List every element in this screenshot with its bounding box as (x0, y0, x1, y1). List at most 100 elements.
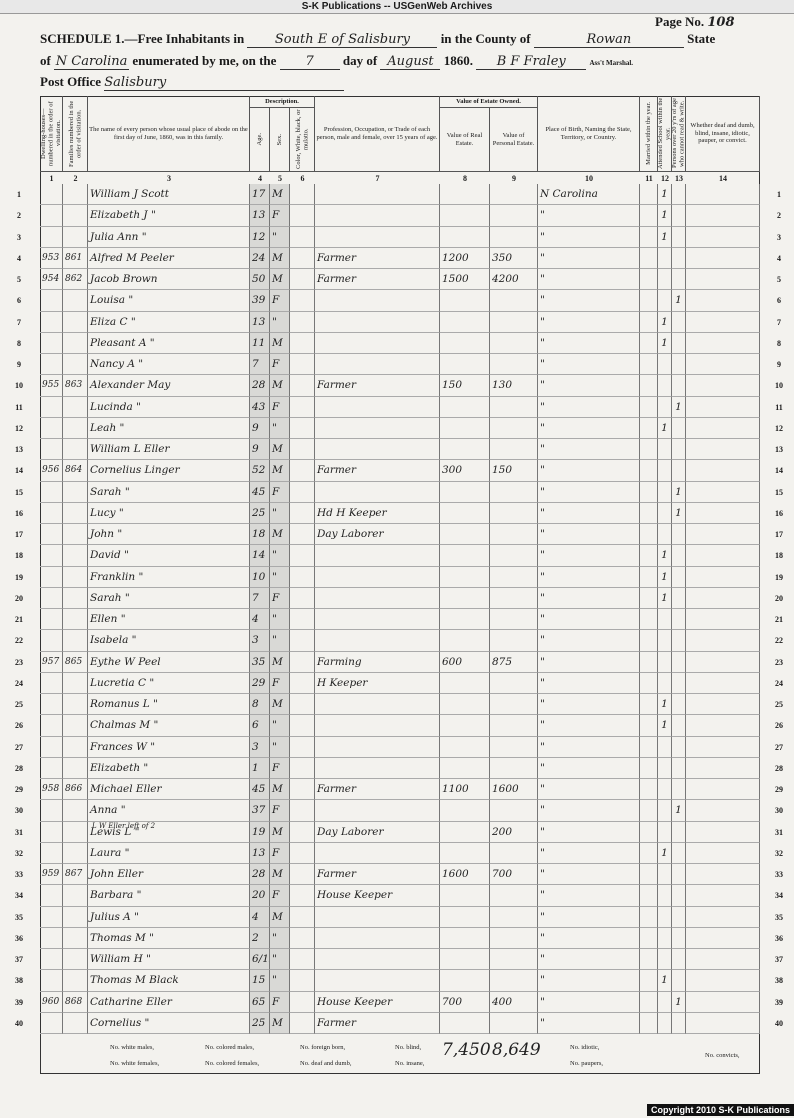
cell-age: 35 (250, 651, 270, 673)
cell-occupation (315, 630, 440, 652)
cell-sex: M (270, 864, 290, 886)
cell-family (63, 290, 88, 312)
cell-family: 863 (63, 375, 88, 397)
column-header: Age. (250, 108, 270, 172)
footer-label: No. deaf and dumb, (300, 1060, 352, 1067)
cell-sex: " (270, 545, 290, 567)
cell-sex: M (270, 332, 290, 354)
cell-name: Pleasant A " (88, 332, 250, 354)
line-number: 31 (775, 827, 783, 837)
cell-sex: " (270, 736, 290, 758)
cell-family (63, 417, 88, 439)
cell-real-estate: 1500 (440, 269, 490, 291)
cell-real-estate (440, 184, 490, 206)
page-value: 108 (707, 15, 735, 30)
cell-real-estate (440, 906, 490, 928)
cell-dwelling (40, 184, 63, 206)
cell-real-estate (440, 226, 490, 248)
cell-name: Thomas M Black (88, 970, 250, 992)
cell-illiterate (672, 184, 686, 206)
cell-color (290, 269, 315, 291)
column-label: Age. (255, 133, 263, 146)
footer-label: No. insane, (395, 1060, 425, 1067)
cell-married (640, 779, 658, 801)
cell-illiterate (672, 524, 686, 546)
cell-occupation (315, 354, 440, 376)
cell-married (640, 205, 658, 227)
cell-name: Eliza C " (88, 311, 250, 333)
line-number: 23 (15, 657, 23, 667)
cell-birthplace: " (538, 715, 640, 737)
cell-married (640, 651, 658, 673)
cell-name: Laura " (88, 842, 250, 864)
cell-school (658, 290, 672, 312)
column-number: 3 (167, 174, 171, 183)
line-number: 38 (775, 976, 783, 986)
cell-personal-estate (490, 842, 538, 864)
cell-name: Barbara " (88, 885, 250, 907)
cell-illiterate: 1 (672, 991, 686, 1013)
cell-illiterate (672, 545, 686, 567)
cell-name: Frances W " (88, 736, 250, 758)
cell-school (658, 396, 672, 418)
column-label: Married within the year. (644, 102, 652, 165)
of-label: of (40, 53, 51, 68)
line-number: 22 (775, 636, 783, 646)
cell-family (63, 715, 88, 737)
cell-family (63, 927, 88, 949)
cell-birthplace: " (538, 417, 640, 439)
cell-dwelling: 960 (40, 991, 63, 1013)
cell-personal-estate (490, 290, 538, 312)
cell-family (63, 587, 88, 609)
cell-disability (686, 439, 760, 461)
cell-dwelling (40, 630, 63, 652)
header-line-3: Post Office Salisbury (40, 74, 345, 91)
cell-birthplace: " (538, 1012, 640, 1034)
cell-school (658, 800, 672, 822)
column-number: 2 (73, 174, 78, 183)
cell-birthplace: " (538, 906, 640, 928)
line-number: 23 (775, 657, 783, 667)
cell-family (63, 800, 88, 822)
cell-occupation: Farming (315, 651, 440, 673)
cell-school (658, 354, 672, 376)
line-number: 12 (775, 423, 783, 433)
cell-color (290, 566, 315, 588)
cell-disability (686, 927, 760, 949)
cell-family (63, 757, 88, 779)
cell-dwelling (40, 694, 63, 716)
cell-occupation: Farmer (315, 269, 440, 291)
cell-school (658, 864, 672, 886)
cell-age: 39 (250, 290, 270, 312)
cell-personal-estate: 150 (490, 460, 538, 482)
cell-married (640, 269, 658, 291)
cell-personal-estate (490, 332, 538, 354)
column-number: 13 (675, 174, 683, 183)
cell-birthplace: " (538, 842, 640, 864)
line-number: 2 (777, 211, 781, 221)
cell-illiterate (672, 354, 686, 376)
cell-illiterate (672, 1012, 686, 1034)
cell-illiterate (672, 205, 686, 227)
cell-disability (686, 269, 760, 291)
line-number: 25 (15, 700, 23, 709)
cell-real-estate (440, 1012, 490, 1034)
line-number: 3 (17, 232, 21, 242)
line-number: 32 (775, 848, 783, 858)
cell-dwelling (40, 205, 63, 227)
cell-real-estate: 1600 (440, 864, 490, 886)
cell-school (658, 757, 672, 779)
cell-school (658, 1012, 672, 1034)
cell-color (290, 354, 315, 376)
cell-married (640, 481, 658, 503)
cell-illiterate: 1 (672, 396, 686, 418)
cell-married (640, 970, 658, 992)
state-label: State (687, 31, 716, 46)
cell-sex: M (270, 779, 290, 801)
line-number: 39 (775, 997, 783, 1007)
cell-family (63, 970, 88, 992)
cell-color (290, 311, 315, 333)
cell-name: Lucy " (88, 502, 250, 524)
column-label: Sex. (275, 133, 283, 146)
cell-family: 864 (63, 460, 88, 482)
